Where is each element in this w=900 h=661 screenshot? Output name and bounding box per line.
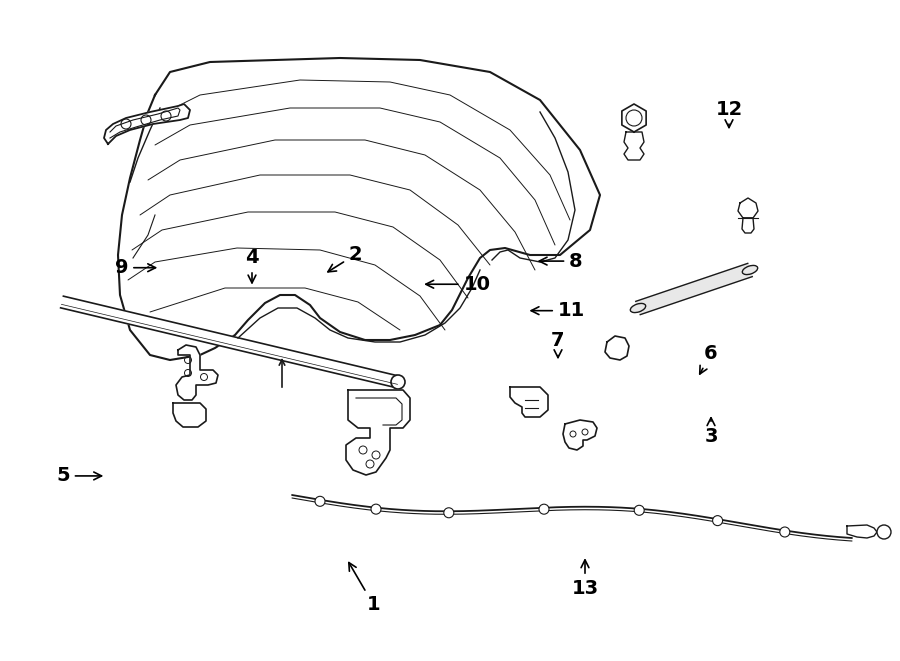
Circle shape: [315, 496, 325, 506]
Polygon shape: [622, 104, 646, 132]
Polygon shape: [742, 218, 754, 233]
Circle shape: [779, 527, 790, 537]
Text: 2: 2: [328, 245, 363, 272]
Text: 1: 1: [349, 563, 381, 614]
Circle shape: [634, 505, 644, 516]
Text: 10: 10: [426, 275, 491, 293]
Polygon shape: [847, 525, 877, 538]
Polygon shape: [173, 403, 206, 427]
Ellipse shape: [630, 303, 645, 313]
Text: 3: 3: [704, 418, 718, 446]
Polygon shape: [346, 390, 410, 475]
Text: 7: 7: [551, 331, 565, 358]
Polygon shape: [563, 420, 597, 450]
Polygon shape: [104, 104, 190, 144]
Polygon shape: [176, 345, 218, 400]
Circle shape: [444, 508, 454, 518]
Circle shape: [877, 525, 891, 539]
Polygon shape: [60, 296, 400, 388]
Text: 11: 11: [531, 301, 585, 320]
Text: 12: 12: [716, 100, 742, 128]
Circle shape: [539, 504, 549, 514]
Text: 8: 8: [539, 252, 583, 270]
Polygon shape: [605, 336, 629, 360]
Text: 13: 13: [572, 560, 598, 598]
Ellipse shape: [742, 266, 758, 274]
Polygon shape: [635, 263, 752, 315]
Text: 4: 4: [245, 249, 259, 283]
Circle shape: [713, 516, 723, 525]
Text: 9: 9: [115, 258, 156, 277]
Polygon shape: [118, 58, 600, 360]
Text: 5: 5: [56, 467, 102, 485]
Text: 6: 6: [699, 344, 718, 374]
Polygon shape: [738, 198, 758, 218]
Circle shape: [391, 375, 405, 389]
Polygon shape: [624, 132, 644, 160]
Circle shape: [371, 504, 381, 514]
Polygon shape: [510, 387, 548, 417]
